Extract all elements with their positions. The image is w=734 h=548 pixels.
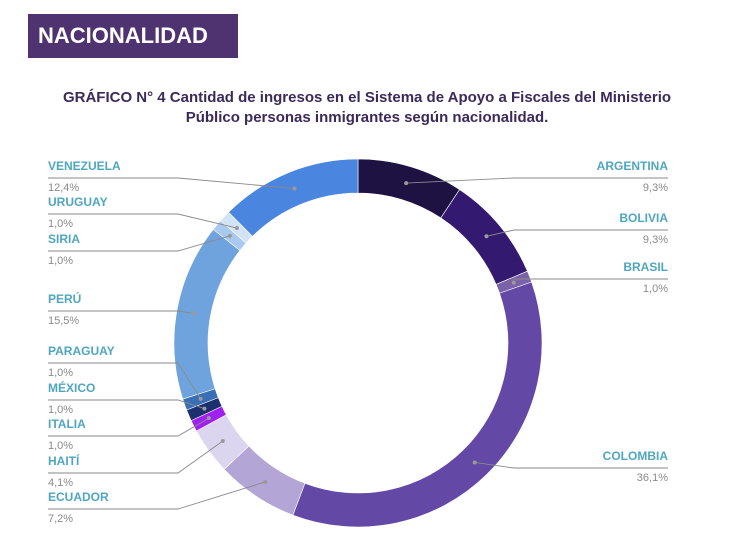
label-ecuador-value: 7,2%	[48, 513, 73, 525]
leader-dot-uruguay	[234, 226, 239, 231]
label-uruguay-name: URUGUAY	[48, 195, 108, 209]
section-header: NACIONALIDAD	[28, 14, 238, 58]
slice-peru	[173, 229, 241, 400]
slices-group	[173, 158, 543, 528]
leader-line-venezuela	[48, 177, 295, 189]
slice-argentina	[357, 158, 461, 219]
label-argentina-name: ARGENTINA	[597, 159, 669, 173]
chart-title: GRÁFICO N° 4 Cantidad de ingresos en el …	[20, 88, 714, 128]
label-venezuela-name: VENEZUELA	[48, 159, 121, 173]
label-peru-name: PERÚ	[48, 291, 81, 306]
leader-dot-ecuador	[263, 479, 268, 484]
leader-dot-italia	[206, 416, 211, 421]
leader-dot-haiti	[220, 439, 225, 444]
label-brasil-value: 1,0%	[643, 283, 668, 295]
label-colombia-value: 36,1%	[637, 472, 668, 484]
label-bolivia-value: 9,3%	[643, 234, 668, 246]
label-siria-value: 1,0%	[48, 255, 73, 267]
label-colombia-name: COLOMBIA	[603, 449, 669, 463]
leader-dot-argentina	[404, 181, 409, 186]
label-brasil-name: BRASIL	[623, 260, 668, 274]
leader-line-argentina	[406, 177, 668, 184]
leader-line-bolivia	[486, 229, 668, 237]
label-bolivia-name: BOLIVIA	[619, 211, 668, 225]
leader-line-peru	[48, 310, 194, 314]
leader-dot-brasil	[511, 280, 516, 285]
label-mexico-name: MÉXICO	[48, 380, 95, 395]
chart-title-line-2: Público personas inmigrantes según nacio…	[185, 109, 549, 126]
label-paraguay-name: PARAGUAY	[48, 344, 115, 358]
leader-dot-siria	[227, 233, 232, 238]
slice-bolivia	[440, 189, 528, 285]
leader-line-mexico	[48, 399, 205, 410]
leader-line-paraguay	[48, 362, 202, 400]
label-venezuela-value: 12,4%	[48, 182, 79, 194]
leader-line-ecuador	[48, 481, 266, 510]
chart-title-line-1: GRÁFICO N° 4 Cantidad de ingresos en el …	[62, 89, 672, 106]
label-argentina-value: 9,3%	[643, 182, 668, 194]
label-haiti-name: HAITÍ	[48, 453, 80, 468]
slice-colombia	[292, 281, 543, 528]
section-title: NACIONALIDAD	[38, 23, 208, 48]
slice-venezuela	[228, 158, 359, 237]
label-haiti-value: 4,1%	[48, 477, 73, 489]
leader-dot-peru	[191, 311, 196, 316]
leader-line-italia	[48, 417, 210, 437]
label-siria-name: SIRIA	[48, 232, 80, 246]
leader-lines-group	[48, 177, 668, 510]
leader-line-siria	[48, 235, 231, 252]
label-uruguay-value: 1,0%	[48, 218, 73, 230]
label-ecuador-name: ECUADOR	[48, 490, 109, 504]
labels-group: ARGENTINA 9,3% BOLIVIA 9,3% BRASIL 1,0% COLOMB…	[48, 159, 668, 525]
leader-dot-mexico	[202, 406, 207, 411]
leader-line-uruguay	[48, 213, 237, 229]
leader-dot-venezuela	[292, 186, 297, 191]
label-italia-value: 1,0%	[48, 440, 73, 452]
label-paraguay-value: 1,0%	[48, 367, 73, 379]
leader-line-colombia	[474, 462, 668, 469]
label-peru-value: 15,5%	[48, 315, 79, 327]
leader-dot-colombia	[472, 460, 477, 465]
leader-dot-paraguay	[198, 396, 203, 401]
label-italia-name: ITALIA	[48, 417, 86, 431]
leader-dot-bolivia	[484, 234, 489, 239]
label-mexico-value: 1,0%	[48, 404, 73, 416]
leader-line-haiti	[48, 440, 224, 474]
